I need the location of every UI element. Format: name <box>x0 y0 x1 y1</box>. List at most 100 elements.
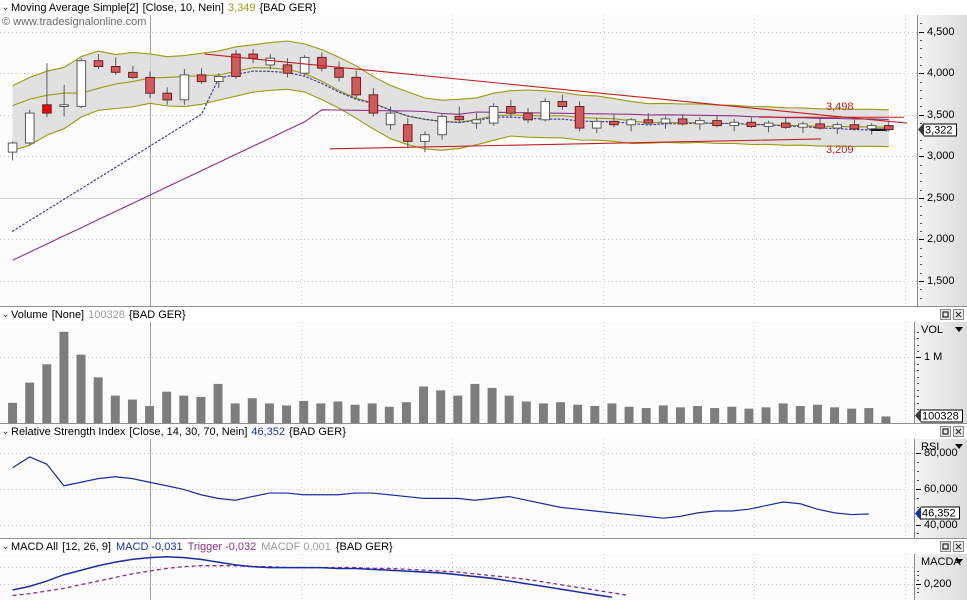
divider-2 <box>0 423 967 424</box>
macd-indicator-params: [12, 26, 9] <box>62 540 111 553</box>
volume-plot-area[interactable] <box>0 322 914 423</box>
gridline-v <box>603 439 604 538</box>
gridline-h <box>0 525 914 526</box>
axis-tick <box>919 73 924 75</box>
macd-symbol: {BAD GER} <box>335 540 393 553</box>
restore-icon <box>942 311 949 318</box>
collapse-caret-icon[interactable]: ⌄ <box>1 425 10 437</box>
macd-plot-area[interactable] <box>0 554 914 600</box>
volume-indicator-name: Volume <box>11 308 48 321</box>
axis-minor-tick <box>920 23 922 25</box>
axis-tick <box>919 114 924 116</box>
axis-minor-tick <box>920 164 922 166</box>
gridline-v <box>603 554 604 600</box>
axis-minor-tick <box>920 214 922 216</box>
axis-minor-tick <box>917 351 919 353</box>
price-axis[interactable]: 4,500 4,000 3,500 3,000 2,500 2,000 1,500 3,322 <box>917 15 967 306</box>
axis-minor-tick <box>920 139 922 141</box>
price-symbol: {BAD GER} <box>259 1 317 14</box>
axis-minor-tick <box>917 575 919 577</box>
volume-panel-body: VOL 1 M 100328 <box>0 322 967 423</box>
gridline-v <box>754 439 755 538</box>
gridline-v <box>905 322 906 423</box>
axis-minor-tick <box>917 383 919 385</box>
close-button[interactable] <box>953 309 964 320</box>
chevron-down-icon[interactable] <box>955 559 963 564</box>
axis-tick <box>919 281 924 283</box>
axis-minor-tick <box>917 370 919 372</box>
axis-minor-tick <box>920 98 922 100</box>
price-axis-label: 4,500 <box>927 25 955 38</box>
axis-minor-tick <box>920 56 922 58</box>
price-marker: 3,322 <box>918 122 960 137</box>
price-axis-label: 4,000 <box>927 67 955 80</box>
crosshair-vertical <box>150 554 151 600</box>
axis-minor-tick <box>920 231 922 233</box>
marker-arrow <box>915 506 921 521</box>
minimize-button[interactable] <box>940 541 951 552</box>
gridline-h <box>0 357 914 358</box>
axis-tick <box>919 239 924 241</box>
axis-minor-tick <box>920 256 922 258</box>
marker-arrow <box>915 408 921 423</box>
gridline-h <box>0 584 914 585</box>
upper-trendline-label: 3,498 <box>826 101 854 113</box>
axis-tick <box>916 524 921 526</box>
divider-1 <box>0 306 967 307</box>
rsi-axis-label: 40,000 <box>924 518 958 531</box>
rsi-panel-body: RSI 80,000 60,000 40,000 46,352 <box>0 439 967 538</box>
macd-series-value: -0,031 <box>151 540 183 553</box>
lower-trendline-label: 3,209 <box>826 144 854 156</box>
price-axis-label: 2,000 <box>927 233 955 246</box>
macd-axis[interactable]: MACDA 0,200 <box>914 554 967 600</box>
price-plot-area[interactable]: © www.tradesignalonline.com 3,498 3,209 <box>0 15 917 306</box>
collapse-caret-icon[interactable]: ⌄ <box>1 308 10 320</box>
rsi-axis[interactable]: RSI 80,000 60,000 40,000 46,352 <box>914 439 967 538</box>
macd-panel: ⌄ MACD All [12, 26, 9] MACD -0,031 Trigg… <box>0 539 967 600</box>
price-panel-header: ⌄ Moving Average Simple[2] [Close, 10, N… <box>0 0 967 15</box>
axis-minor-tick <box>920 206 922 208</box>
gridline-h <box>0 489 914 490</box>
macd-panel-body: MACDA 0,200 <box>0 554 967 600</box>
price-chart-canvas <box>7 40 908 261</box>
volume-axis[interactable]: VOL 1 M 100328 <box>914 322 967 423</box>
volume-chart-canvas <box>8 331 891 423</box>
chevron-down-icon[interactable] <box>955 444 963 449</box>
axis-minor-tick <box>920 48 922 50</box>
gridline-h <box>0 73 917 74</box>
close-button[interactable] <box>953 541 964 552</box>
axis-tick <box>916 357 921 359</box>
price-indicator-params: [Close, 10, Nein] <box>142 1 224 14</box>
axis-minor-tick <box>917 587 919 589</box>
axis-minor-tick <box>917 479 919 481</box>
gridline-v <box>754 554 755 600</box>
axis-minor-tick <box>917 396 919 398</box>
gridline-v <box>301 322 302 423</box>
macdf-series-value: 0,001 <box>303 540 331 553</box>
close-button[interactable] <box>953 426 964 437</box>
axis-minor-tick <box>917 344 919 346</box>
chevron-down-icon[interactable] <box>955 327 963 332</box>
gridline-h <box>0 156 917 157</box>
macd-chart-canvas <box>12 555 630 599</box>
minimize-button[interactable] <box>940 426 951 437</box>
axis-minor-tick <box>920 106 922 108</box>
minimize-button[interactable] <box>940 309 951 320</box>
gridline-v <box>754 15 755 306</box>
axis-minor-tick <box>920 272 922 274</box>
rsi-indicator-params: [Close, 14, 30, 70, Nein] <box>129 425 248 438</box>
collapse-caret-icon[interactable]: ⌄ <box>1 540 10 552</box>
price-axis-label: 2,500 <box>927 191 955 204</box>
rsi-chart-canvas <box>12 456 869 519</box>
close-icon <box>955 543 962 550</box>
rsi-plot-area[interactable] <box>0 439 914 538</box>
volume-panel: ⌄ Volume [None] 100328 {BAD GER} VOL 1 M… <box>0 307 967 423</box>
crosshair-vertical <box>150 15 151 306</box>
collapse-caret-icon[interactable]: ⌄ <box>1 1 10 13</box>
price-panel: ⌄ Moving Average Simple[2] [Close, 10, N… <box>0 0 967 306</box>
axis-minor-tick <box>917 471 919 473</box>
axis-minor-tick <box>920 264 922 266</box>
crosshair-vertical <box>150 322 151 423</box>
gridline-v <box>301 439 302 538</box>
macd-axis-title: MACDA <box>921 556 961 568</box>
